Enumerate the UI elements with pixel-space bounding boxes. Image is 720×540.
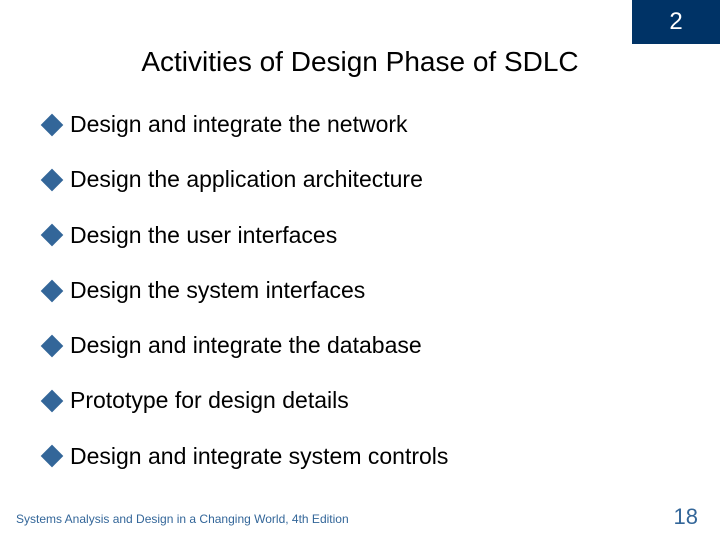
footer-text: Systems Analysis and Design in a Changin… [16, 512, 349, 526]
bullet-text: Design and integrate the database [70, 333, 422, 358]
bullet-text: Design the user interfaces [70, 223, 337, 248]
diamond-icon [41, 390, 64, 413]
list-item: Prototype for design details [44, 388, 690, 413]
bullet-text: Design and integrate the network [70, 112, 408, 137]
bullet-text: Design the system interfaces [70, 278, 365, 303]
diamond-icon [41, 169, 64, 192]
list-item: Design the user interfaces [44, 223, 690, 248]
bullet-text: Design and integrate system controls [70, 444, 448, 469]
diamond-icon [41, 445, 64, 468]
list-item: Design the system interfaces [44, 278, 690, 303]
diamond-icon [41, 113, 64, 136]
list-item: Design and integrate system controls [44, 444, 690, 469]
list-item: Design and integrate the database [44, 333, 690, 358]
list-item: Design the application architecture [44, 167, 690, 192]
bullet-list: Design and integrate the network Design … [44, 100, 690, 469]
bullet-text: Prototype for design details [70, 388, 349, 413]
diamond-icon [41, 335, 64, 358]
chapter-number-box: 2 [632, 0, 720, 44]
diamond-icon [41, 224, 64, 247]
bullet-text: Design the application architecture [70, 167, 423, 192]
slide-title: Activities of Design Phase of SDLC [0, 46, 720, 78]
list-item: Design and integrate the network [44, 112, 690, 137]
diamond-icon [41, 279, 64, 302]
slide-number: 18 [674, 504, 698, 530]
